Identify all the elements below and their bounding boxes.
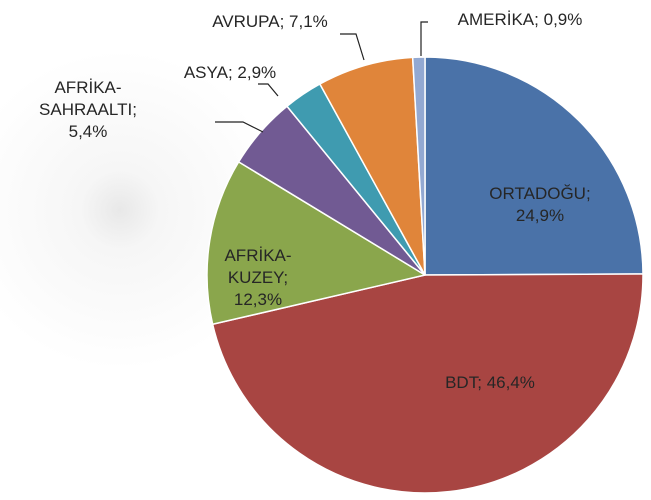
category-name: AFRİKA-KUZEY	[224, 246, 292, 287]
value-label: 24,9%	[515, 206, 565, 225]
data-label: AMERİKA; 0,9%	[430, 9, 610, 31]
label-separator: ;	[477, 373, 482, 392]
category-name: ORTADOĞU	[489, 184, 586, 203]
category-name: AFRİKA-SAHRAALTI	[39, 78, 133, 119]
label-separator: ;	[227, 63, 233, 82]
data-label: AFRİKA-SAHRAALTI; 5,4%	[23, 77, 153, 143]
label-separator: ;	[585, 184, 591, 203]
label-separator: ;	[283, 268, 289, 287]
data-label: ASYA; 2,9%	[170, 62, 290, 84]
leader-line	[215, 121, 264, 133]
value-label: 46,4%	[486, 373, 535, 392]
data-label: ORTADOĞU; 24,9%	[480, 183, 600, 227]
pie-slice	[411, 56, 426, 276]
value-label: 12,3%	[233, 290, 283, 309]
label-separator: ;	[132, 100, 137, 119]
label-separator: ;	[279, 12, 285, 31]
category-name: BDT	[445, 373, 478, 392]
data-label: AFRİKA-KUZEY; 12,3%	[208, 245, 308, 311]
leader-line	[420, 21, 428, 56]
leader-line	[258, 83, 279, 97]
category-name: AVRUPA	[212, 12, 280, 31]
pie-slice	[206, 160, 427, 326]
pie-slice	[424, 56, 644, 276]
data-label: AVRUPA; 7,1%	[190, 11, 350, 33]
value-label: 5,4%	[68, 122, 108, 141]
leader-line	[340, 33, 365, 61]
value-label: 0,9%	[543, 10, 583, 29]
label-separator: ;	[534, 10, 539, 29]
value-label: 2,9%	[237, 63, 277, 82]
pie-slice	[211, 273, 644, 494]
data-label: BDT; 46,4%	[390, 372, 590, 394]
category-name: ASYA	[183, 63, 228, 82]
value-label: 7,1%	[289, 12, 328, 31]
category-name: AMERİKA	[457, 10, 535, 29]
